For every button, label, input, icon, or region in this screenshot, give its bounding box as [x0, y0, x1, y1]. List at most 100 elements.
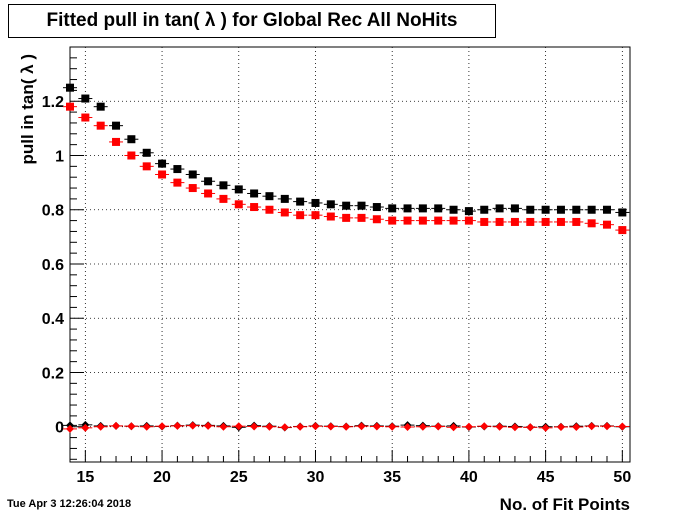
data-point — [464, 207, 473, 216]
data-point — [112, 137, 121, 146]
data-point — [495, 217, 504, 226]
data-point — [541, 205, 550, 214]
data-point — [204, 177, 213, 186]
data-point — [372, 422, 381, 431]
data-point — [357, 201, 366, 210]
data-point — [464, 422, 473, 431]
data-point — [234, 200, 243, 209]
data-point — [265, 205, 274, 214]
data-point — [556, 205, 565, 214]
data-point — [464, 216, 473, 225]
data-point — [572, 217, 581, 226]
data-point — [403, 216, 412, 225]
plot-frame-group — [69, 46, 631, 463]
data-point — [142, 162, 151, 171]
data-point — [572, 205, 581, 214]
data-point — [219, 181, 228, 190]
data-point — [434, 422, 443, 431]
data-point — [96, 422, 105, 431]
y-tick-label: 0.4 — [42, 311, 64, 328]
data-point — [357, 422, 366, 431]
data-point — [480, 205, 489, 214]
data-point — [526, 217, 535, 226]
data-point — [158, 422, 167, 431]
data-point — [449, 205, 458, 214]
y-tick-label: 0.2 — [42, 365, 64, 382]
data-point — [372, 215, 381, 224]
data-point — [112, 121, 121, 130]
data-point — [495, 422, 504, 431]
data-point — [142, 148, 151, 157]
data-point — [556, 217, 565, 226]
data-point — [342, 213, 351, 222]
data-point — [587, 205, 596, 214]
data-point — [66, 424, 74, 433]
labels-group: No. of Fit Points pull in tan( λ ) — [18, 54, 630, 514]
data-point — [602, 220, 611, 229]
data-point — [127, 151, 136, 160]
data-point — [250, 203, 259, 212]
data-point — [250, 422, 259, 431]
data-point — [541, 217, 550, 226]
data-point — [510, 217, 519, 226]
data-point — [173, 178, 182, 187]
data-point — [204, 189, 213, 198]
data-point — [434, 216, 443, 225]
data-point — [418, 422, 427, 431]
data-point — [96, 121, 105, 130]
x-tick-label: 40 — [460, 469, 478, 486]
data-point — [326, 200, 335, 209]
data-point — [587, 422, 596, 431]
data-point — [541, 423, 550, 432]
data-point — [204, 421, 213, 430]
data-point — [556, 423, 565, 432]
data-point — [296, 422, 305, 431]
data-point — [66, 83, 74, 92]
data-point — [526, 205, 535, 214]
data-point — [326, 212, 335, 221]
ticks-group: 15 20 25 30 35 40 45 50 0 0.2 0.4 0.6 0.8 1 1.2 — [42, 46, 631, 486]
data-point — [372, 203, 381, 212]
data-point — [296, 211, 305, 220]
data-point — [572, 423, 581, 432]
data-point — [449, 216, 458, 225]
y-tick-label: 1 — [55, 148, 64, 165]
data-point — [357, 213, 366, 222]
y-axis-label: pull in tan( λ ) — [18, 54, 37, 165]
data-point — [311, 211, 320, 220]
data-point — [342, 201, 351, 210]
data-point — [265, 422, 274, 431]
data-point — [434, 204, 443, 213]
data-point — [280, 194, 289, 203]
data-point — [618, 422, 627, 431]
y-tick-label: 0.8 — [42, 203, 64, 220]
data-point — [526, 423, 535, 432]
x-tick-label: 45 — [537, 469, 555, 486]
data-point — [265, 192, 274, 201]
x-axis-label: No. of Fit Points — [500, 495, 630, 514]
x-tick-label: 35 — [383, 469, 401, 486]
y-tick-label: 1.2 — [42, 94, 64, 111]
data-point — [81, 113, 90, 122]
data-point — [280, 208, 289, 217]
data-point — [142, 422, 151, 431]
data-point — [81, 94, 90, 103]
data-point — [587, 219, 596, 228]
data-point — [449, 423, 458, 432]
timestamp-label: Tue Apr 3 12:26:04 2018 — [7, 498, 132, 510]
x-tick-label: 20 — [153, 469, 171, 486]
data-point — [311, 198, 320, 207]
data-point — [127, 422, 136, 431]
data-point — [388, 422, 397, 431]
data-point — [158, 159, 167, 168]
x-tick-label: 15 — [76, 469, 94, 486]
chart-title-box: Fitted pull in tan( λ ) for Global Rec A… — [8, 4, 496, 38]
data-point — [250, 189, 259, 198]
series-1 — [63, 83, 630, 217]
data-point — [81, 423, 90, 432]
data-point — [602, 422, 611, 431]
data-point — [219, 194, 228, 203]
data-point — [188, 184, 197, 193]
x-tick-label: 50 — [613, 469, 631, 486]
series-4 — [63, 421, 630, 433]
